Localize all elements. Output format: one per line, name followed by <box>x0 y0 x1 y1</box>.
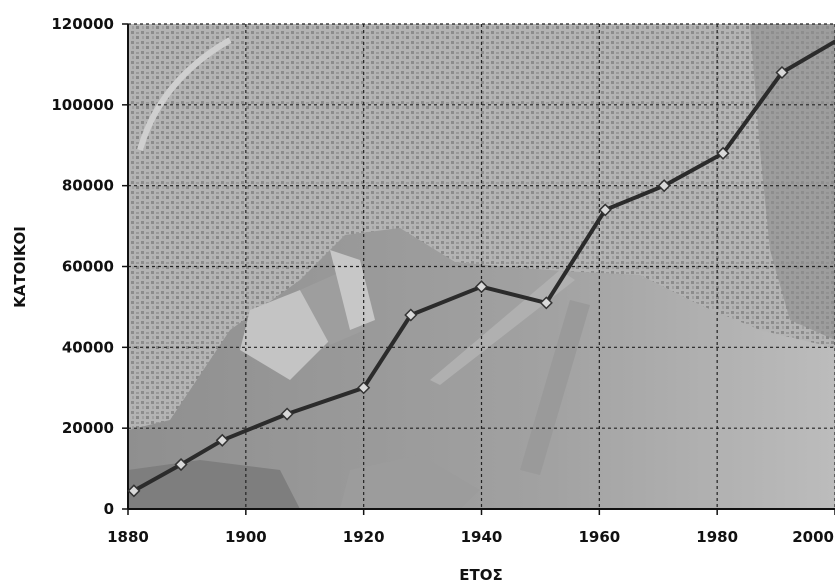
y-tick-label: 60000 <box>62 258 114 276</box>
y-tick-label: 120000 <box>51 15 114 33</box>
axes <box>122 23 835 515</box>
x-tick-label: 1960 <box>578 528 620 546</box>
data-point <box>716 146 730 160</box>
gridlines <box>128 23 835 509</box>
x-tick-label: 1920 <box>343 528 385 546</box>
x-tick-label: 1900 <box>225 528 267 546</box>
data-point <box>598 203 612 217</box>
data-point <box>539 296 553 310</box>
x-tick-label: 1940 <box>461 528 503 546</box>
y-tick-labels: 0 20000 40000 60000 80000 100000 120000 <box>51 15 114 518</box>
y-axis-label: ΚΑΤΟΙΚΟΙ <box>11 226 29 308</box>
x-tick-label: 1980 <box>696 528 738 546</box>
y-tick-label: 20000 <box>62 419 114 437</box>
y-tick-label: 0 <box>104 500 114 518</box>
y-tick-label: 40000 <box>62 338 114 356</box>
x-axis-label: ΕΤΟΣ <box>459 566 502 584</box>
x-tick-labels: 1880 1900 1920 1940 1960 1980 2000 <box>107 528 834 546</box>
data-point <box>127 484 141 498</box>
y-tick-label: 100000 <box>51 96 114 114</box>
data-point <box>174 457 188 472</box>
data-point <box>215 433 229 447</box>
x-tick-label: 1880 <box>107 528 149 546</box>
data-point <box>474 280 489 294</box>
y-tick-label: 80000 <box>62 177 114 195</box>
data-point <box>775 65 789 80</box>
data-point <box>280 407 294 421</box>
data-point <box>657 179 671 193</box>
x-tick-label: 2000 <box>792 528 834 546</box>
series-population <box>127 37 835 498</box>
data-point <box>404 308 418 322</box>
data-point <box>357 381 371 395</box>
